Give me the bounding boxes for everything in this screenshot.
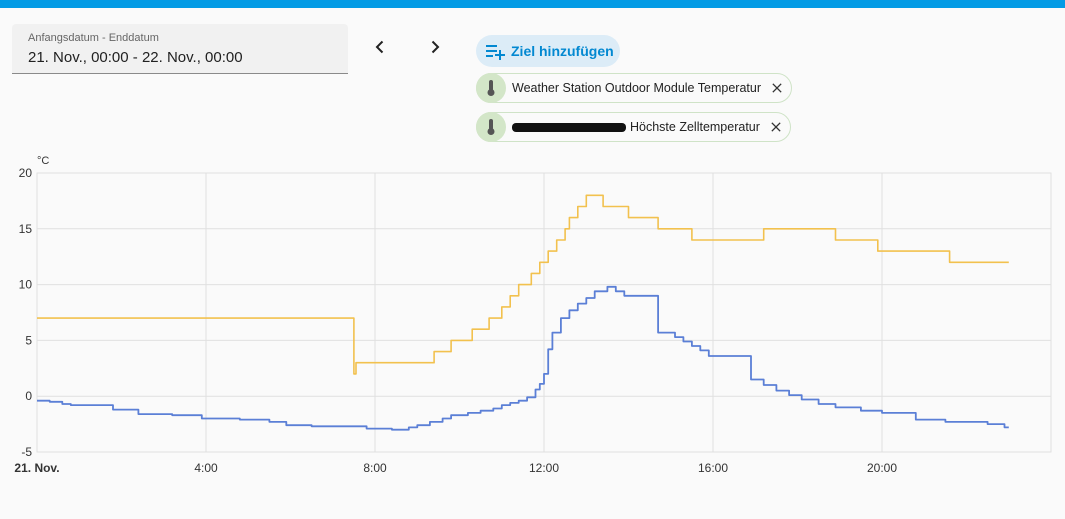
date-range-picker[interactable]: Anfangsdatum - Enddatum 21. Nov., 00:00 …	[12, 24, 348, 74]
target-chip-outdoor-temperature[interactable]: Weather Station Outdoor Module Temperatu…	[476, 73, 792, 103]
y-axis-label: °C	[37, 155, 49, 167]
x-tick-label: 16:00	[698, 461, 728, 475]
x-tick-label: 8:00	[363, 461, 387, 475]
add-target-label: Ziel hinzufügen	[511, 43, 614, 59]
x-tick-label: 12:00	[529, 461, 559, 475]
x-tick-label: 20:00	[867, 461, 897, 475]
date-range-label: Anfangsdatum - Enddatum	[28, 32, 159, 44]
close-icon	[772, 83, 782, 93]
add-target-button[interactable]: Ziel hinzufügen	[476, 35, 620, 67]
app-header-bar	[0, 0, 1065, 8]
chevron-right-icon	[431, 40, 440, 54]
close-icon	[771, 122, 781, 132]
y-tick-label: 0	[25, 389, 32, 403]
y-tick-label: 10	[19, 278, 33, 292]
target-chip-label: Höchste Zelltemperatur	[630, 120, 760, 134]
target-chip-label-wrapper: Höchste Zelltemperatur	[512, 120, 760, 134]
redacted-text	[512, 123, 626, 133]
previous-period-button[interactable]	[363, 30, 397, 64]
date-range-value: 21. Nov., 00:00 - 22. Nov., 00:00	[28, 49, 243, 66]
series-line-2	[37, 285, 1009, 431]
y-tick-label: 15	[19, 222, 33, 236]
history-chart[interactable]: 20 15 10 5 0 -5 °C 21. Nov. 4:00 8:00 12:00 16:00 20…	[0, 150, 1065, 514]
x-tick-label: 4:00	[194, 461, 218, 475]
x-tick-label: 21. Nov.	[14, 461, 59, 475]
target-chip-label: Weather Station Outdoor Module Temperatu…	[512, 81, 761, 95]
remove-target-button[interactable]	[770, 121, 782, 133]
next-period-button[interactable]	[418, 30, 452, 64]
chevron-left-icon	[375, 40, 384, 54]
remove-target-button[interactable]	[771, 82, 783, 94]
y-tick-label: -5	[21, 445, 32, 459]
series-line-1	[37, 194, 1009, 375]
thermometer-icon	[476, 112, 506, 142]
y-tick-label: 20	[19, 166, 33, 180]
thermometer-icon	[476, 73, 506, 103]
target-chip-cell-temperature[interactable]: Höchste Zelltemperatur	[476, 112, 791, 142]
history-chart-svg[interactable]: 20 15 10 5 0 -5 °C 21. Nov. 4:00 8:00 12:00 16:00 20…	[0, 150, 1065, 514]
playlist-plus-icon	[486, 45, 505, 60]
y-tick-label: 5	[25, 333, 32, 347]
